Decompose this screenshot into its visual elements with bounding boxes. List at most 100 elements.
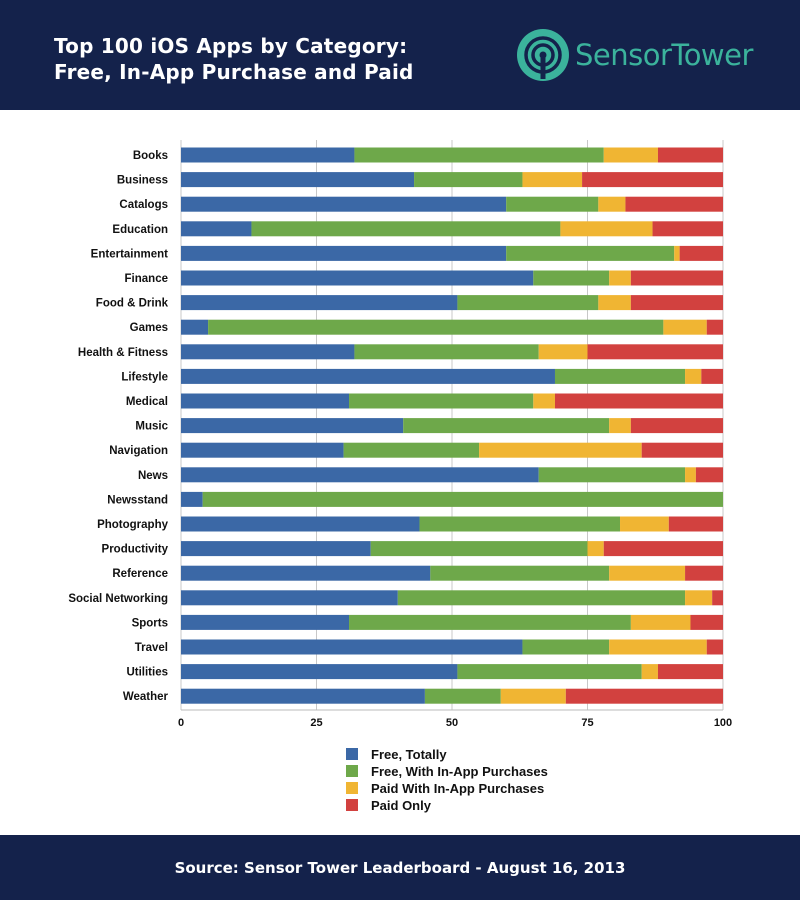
- bar-entertainment-series-1: [506, 245, 675, 261]
- bar-education-series-2: [560, 221, 653, 237]
- bar-weather-series-1: [424, 688, 501, 704]
- bar-books-series-0: [181, 147, 355, 163]
- bar-games-series-0: [181, 319, 209, 335]
- bar-games-series-3: [706, 319, 723, 335]
- bar-music-series-0: [181, 418, 404, 434]
- bar-health-fitness-series-2: [538, 344, 588, 360]
- bar-entertainment-series-2: [674, 245, 680, 261]
- bar-newsstand-series-0: [181, 491, 203, 507]
- bar-travel-series-0: [181, 639, 523, 655]
- bar-medical-series-2: [533, 393, 555, 409]
- x-tick-label-50: 50: [446, 717, 458, 729]
- bar-reference-series-3: [685, 565, 723, 581]
- bar-travel-series-3: [706, 639, 723, 655]
- bar-news-series-3: [695, 467, 723, 483]
- bar-entertainment-series-3: [679, 245, 723, 261]
- x-tick-label-25: 25: [310, 717, 322, 729]
- legend-label-3: Paid Only: [371, 798, 432, 813]
- legend-swatch-0: [346, 748, 358, 760]
- category-label-navigation: Navigation: [109, 445, 168, 457]
- bar-books-series-3: [657, 147, 723, 163]
- bar-lifestyle-series-0: [181, 368, 555, 384]
- bar-navigation-series-3: [641, 442, 723, 458]
- legend-swatch-3: [346, 799, 358, 811]
- category-label-productivity: Productivity: [102, 544, 169, 556]
- chart-title-line-1: Top 100 iOS Apps by Category:: [54, 34, 408, 58]
- category-label-weather: Weather: [123, 691, 169, 703]
- category-label-games: Games: [130, 322, 168, 334]
- legend-label-0: Free, Totally: [371, 747, 447, 762]
- bar-finance-series-1: [533, 270, 610, 286]
- category-label-news: News: [138, 470, 168, 482]
- category-label-food-drink: Food & Drink: [96, 298, 169, 310]
- category-label-reference: Reference: [112, 568, 168, 580]
- bar-books-series-2: [603, 147, 658, 163]
- bar-photography-series-2: [620, 516, 669, 532]
- legend-label-1: Free, With In-App Purchases: [371, 764, 548, 779]
- bar-finance-series-0: [181, 270, 534, 286]
- bar-games-series-1: [208, 319, 664, 335]
- category-label-education: Education: [112, 224, 168, 236]
- bar-news-series-2: [685, 467, 696, 483]
- chart-area: Books Business Catalogs Education Entertainm…: [0, 110, 800, 835]
- bar-social-networking-series-1: [397, 590, 686, 606]
- bar-food-drink-series-2: [598, 295, 631, 311]
- category-label-music: Music: [135, 421, 168, 433]
- category-label-travel: Travel: [135, 642, 168, 654]
- category-label-catalogs: Catalogs: [119, 199, 168, 211]
- bar-productivity-series-3: [603, 541, 723, 557]
- bar-medical-series-0: [181, 393, 350, 409]
- category-label-sports: Sports: [132, 617, 168, 629]
- bar-medical-series-3: [554, 393, 723, 409]
- category-label-finance: Finance: [125, 273, 168, 285]
- footer-banner: Source: Sensor Tower Leaderboard - Augus…: [0, 835, 800, 900]
- category-label-health-fitness: Health & Fitness: [78, 347, 168, 359]
- bar-photography-series-3: [668, 516, 723, 532]
- chart-title-line-2: Free, In-App Purchase and Paid: [54, 60, 414, 84]
- category-label-newsstand: Newsstand: [107, 494, 168, 506]
- bar-health-fitness-series-1: [354, 344, 539, 360]
- bar-education-series-1: [251, 221, 561, 237]
- bar-travel-series-2: [609, 639, 707, 655]
- bar-productivity-series-0: [181, 541, 371, 557]
- bar-sports-series-3: [690, 614, 723, 630]
- bar-utilities-series-1: [457, 664, 642, 680]
- bar-news-series-1: [538, 467, 686, 483]
- header-banner: Top 100 iOS Apps by Category: Free, In-A…: [0, 0, 800, 110]
- category-label-business: Business: [117, 175, 168, 187]
- bar-business-series-3: [582, 172, 723, 188]
- bar-health-fitness-series-3: [587, 344, 723, 360]
- bar-weather-series-2: [500, 688, 566, 704]
- x-tick-label-100: 100: [714, 717, 732, 729]
- bar-health-fitness-series-0: [181, 344, 355, 360]
- bar-food-drink-series-0: [181, 295, 458, 311]
- bar-sports-series-2: [630, 614, 691, 630]
- bar-sports-series-0: [181, 614, 350, 630]
- category-label-utilities: Utilities: [126, 667, 168, 679]
- bar-utilities-series-2: [641, 664, 658, 680]
- bar-medical-series-1: [349, 393, 534, 409]
- bar-navigation-series-1: [343, 442, 480, 458]
- logo-text-tower: Tower: [671, 38, 753, 72]
- bar-catalogs-series-2: [598, 196, 626, 212]
- logo-text-sensor: Sensor: [575, 38, 672, 72]
- category-label-entertainment: Entertainment: [91, 248, 168, 260]
- bar-music-series-2: [609, 418, 631, 434]
- bar-education-series-3: [652, 221, 723, 237]
- bar-navigation-series-0: [181, 442, 344, 458]
- bar-navigation-series-2: [479, 442, 642, 458]
- bar-music-series-1: [403, 418, 610, 434]
- bar-social-networking-series-0: [181, 590, 398, 606]
- bar-entertainment-series-0: [181, 245, 507, 261]
- bar-weather-series-3: [565, 688, 723, 704]
- legend-swatch-1: [346, 765, 358, 777]
- bar-social-networking-series-2: [685, 590, 713, 606]
- bar-business-series-0: [181, 172, 415, 188]
- bar-catalogs-series-0: [181, 196, 507, 212]
- bar-games-series-2: [663, 319, 707, 335]
- bar-productivity-series-2: [587, 541, 604, 557]
- category-label-social-networking: Social Networking: [68, 593, 168, 605]
- sensor-tower-logo-text: SensorTower: [575, 38, 753, 72]
- bar-music-series-3: [630, 418, 723, 434]
- category-label-lifestyle: Lifestyle: [121, 371, 168, 383]
